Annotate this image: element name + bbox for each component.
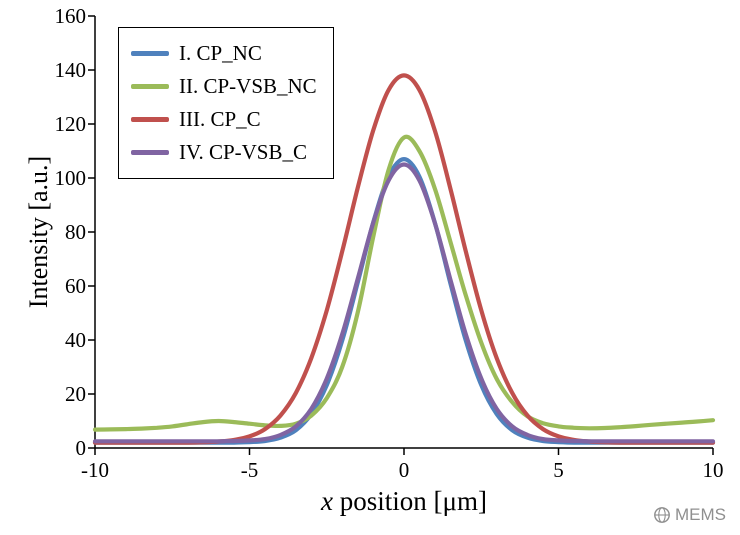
legend-swatch [131, 117, 169, 122]
legend-swatch [131, 51, 169, 56]
y-tick-label: 40 [65, 328, 86, 352]
y-tick-label: 60 [65, 274, 86, 298]
legend-label: III. CP_C [179, 107, 261, 131]
y-axis-title: Intensity [a.u.] [24, 16, 54, 448]
x-tick-label: 5 [553, 458, 564, 482]
y-tick-label: 80 [65, 220, 86, 244]
x-tick-label: -5 [240, 458, 259, 482]
legend-row: II. CP-VSB_NC [131, 70, 317, 103]
legend-swatch [131, 150, 169, 155]
watermark-label: MEMS [675, 505, 726, 524]
series-line-0 [92, 157, 716, 445]
legend-swatch [131, 84, 169, 89]
legend-row: IV. CP-VSB_C [131, 136, 317, 169]
chart-legend: I. CP_NC II. CP-VSB_NC III. CP_C IV. CP-VSB… [118, 27, 334, 179]
x-tick-label: -10 [81, 458, 109, 482]
legend-label: IV. CP-VSB_C [179, 140, 307, 164]
x-tick-label: 0 [398, 458, 410, 482]
y-tick-label: 160 [54, 4, 87, 28]
series-line-1 [92, 134, 716, 432]
legend-row: III. CP_C [131, 103, 317, 136]
y-tick-label: 20 [65, 382, 86, 406]
globe-icon [654, 507, 670, 523]
x-axis-title-italic: x [321, 486, 333, 516]
y-axis-title-text: Intensity [a.u.] [24, 155, 53, 309]
legend-row: I. CP_NC [131, 37, 317, 70]
legend-label: II. CP-VSB_NC [179, 74, 317, 98]
x-axis-title-text: position [μm] [333, 486, 487, 516]
x-axis-title: x position [μm] [244, 486, 564, 517]
y-tick-label: 0 [75, 436, 87, 460]
watermark: MEMS [653, 505, 726, 525]
series-line-3 [92, 162, 716, 444]
y-tick-label: 120 [54, 112, 87, 136]
y-tick-label: 140 [54, 58, 87, 82]
x-tick-label: 10 [702, 458, 724, 482]
y-tick-label: 100 [54, 166, 87, 190]
legend-label: I. CP_NC [179, 41, 262, 65]
